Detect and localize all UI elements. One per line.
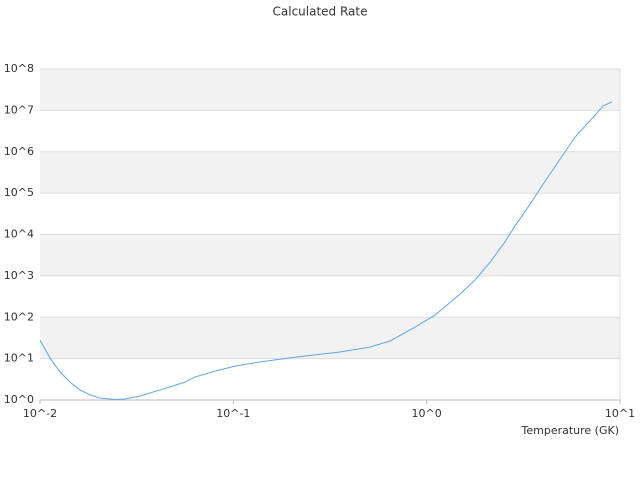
grid-band [40,151,620,194]
x-tick-label: 10^-1 [216,407,250,420]
y-tick-label: 10^5 [4,186,34,199]
grid-band [40,234,620,276]
line-series [39,101,613,400]
chart-title: Calculated Rate [273,5,368,19]
x-tick-label: 10^-2 [23,407,57,420]
y-tick-label: 10^3 [4,269,34,282]
y-tick-label: 10^0 [4,393,34,406]
grid-band [40,69,620,111]
grid-band [40,317,620,359]
x-tick-label: 10^1 [605,407,635,420]
x-tick-label: 10^0 [412,407,442,420]
y-tick-label: 10^4 [4,228,34,241]
y-tick-label: 10^8 [4,62,34,75]
y-tick-label: 10^1 [4,352,34,365]
x-axis-label: Temperature (GK) [521,424,620,437]
y-tick-label: 10^6 [4,145,34,158]
y-tick-label: 10^2 [4,310,34,323]
y-tick-label: 10^7 [4,103,34,116]
